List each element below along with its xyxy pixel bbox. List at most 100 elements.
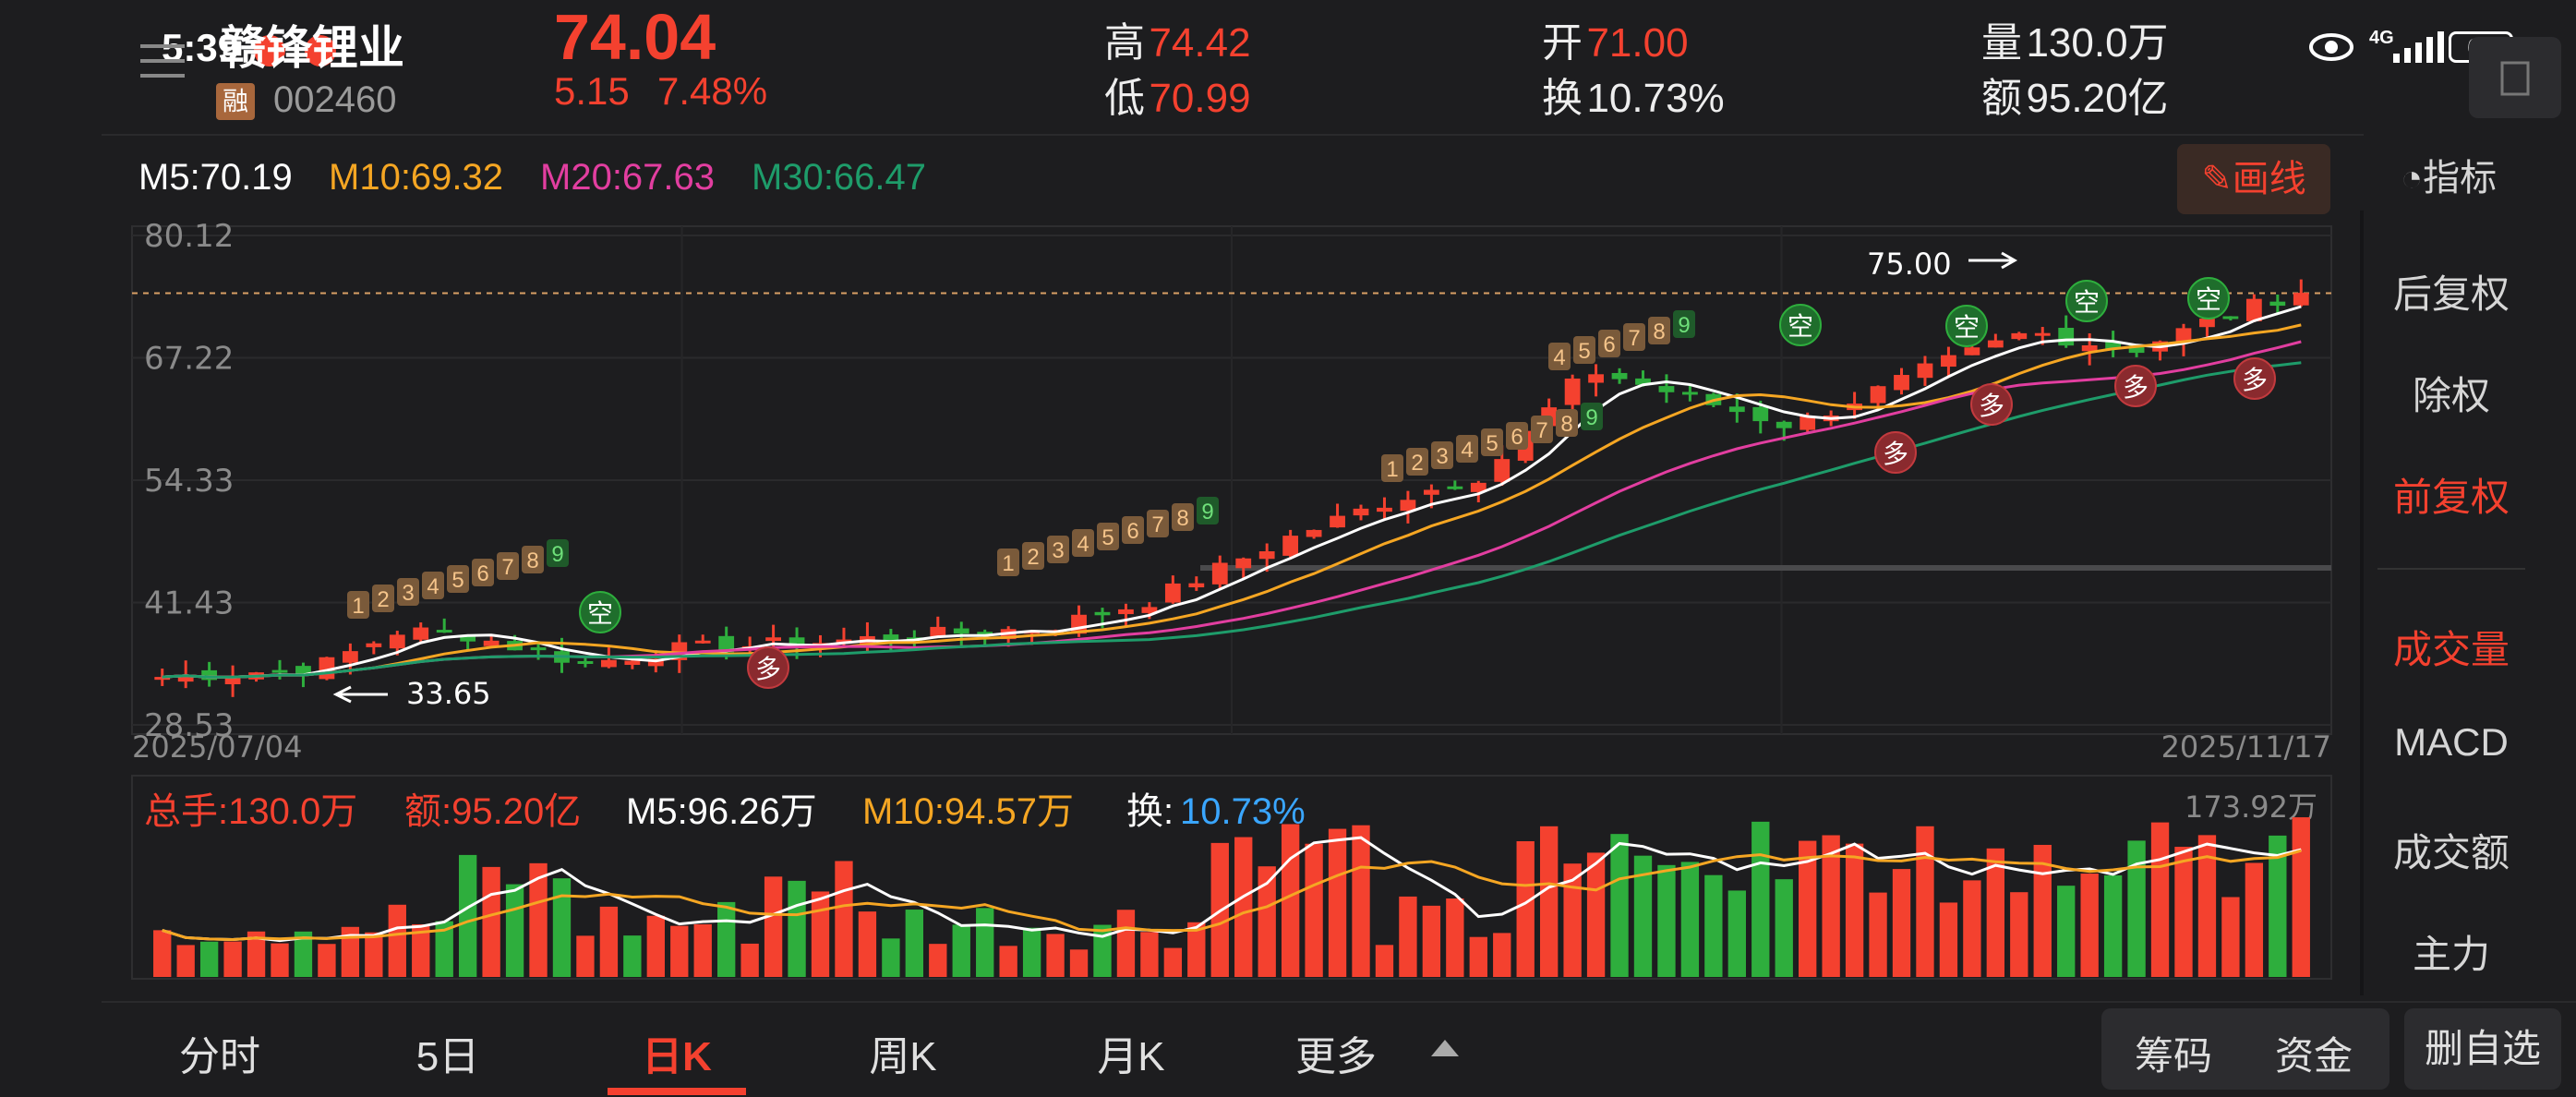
- sidebar-item-4[interactable]: MACD: [2394, 720, 2509, 764]
- turnover-stat: 换 10.73%: [1542, 65, 1725, 124]
- count-badge: [422, 572, 444, 599]
- volume-bar: [952, 924, 970, 977]
- tab-1[interactable]: 5日: [415, 1034, 480, 1079]
- count-badge: [497, 552, 519, 580]
- candle: [1258, 551, 1275, 560]
- stock-name: 赣锋锂业: [220, 22, 404, 74]
- count-label: 3: [402, 581, 414, 606]
- candle: [647, 658, 664, 667]
- volume-bar: [482, 866, 500, 977]
- candle: [1188, 583, 1205, 588]
- volume-bar: [2127, 840, 2146, 977]
- price-change-pct: 7.48%: [657, 69, 768, 113]
- candle: [1330, 515, 1345, 528]
- signal-bubble-short: [2065, 280, 2108, 322]
- candle: [201, 669, 218, 681]
- draw-line-button[interactable]: ✎画线: [2177, 144, 2330, 214]
- candle: [1776, 421, 1792, 428]
- tab-2[interactable]: 日K: [642, 1034, 712, 1079]
- signal-icon: [2391, 31, 2447, 69]
- tab-4[interactable]: 月K: [1097, 1034, 1165, 1079]
- candle: [2128, 344, 2145, 354]
- indicator-button[interactable]: ◔指标: [2401, 148, 2497, 201]
- count-badge: [1172, 503, 1194, 531]
- candle: [1094, 611, 1111, 616]
- volume-bar: [740, 943, 759, 977]
- count-badge: [347, 591, 369, 619]
- count-badge: [1673, 310, 1695, 338]
- open-value: 71.00: [1586, 20, 1689, 66]
- signal-label-short: 空: [587, 599, 613, 628]
- y-tick-label: 41.43: [144, 585, 234, 621]
- menu-icon[interactable]: [140, 37, 187, 88]
- fullscreen-button[interactable]: [2469, 37, 2561, 118]
- count-badge: [447, 565, 469, 593]
- count-badge: [1197, 497, 1219, 524]
- tab-0[interactable]: 分时: [179, 1034, 260, 1079]
- sidebar-item-2[interactable]: 前复权: [2392, 476, 2510, 519]
- sidebar-divider: [2377, 568, 2525, 570]
- candle: [2034, 332, 2051, 336]
- candle: [1964, 347, 1980, 356]
- volume-bar: [599, 906, 619, 977]
- count-label: 8: [1560, 412, 1572, 437]
- candle: [1141, 607, 1158, 613]
- candle: [2199, 319, 2215, 328]
- ma-line-m5: [162, 305, 2302, 679]
- candle: [224, 676, 241, 685]
- sidebar-item-3[interactable]: 成交量: [2392, 628, 2510, 671]
- chips-button[interactable]: 筹码 资金: [2101, 1008, 2389, 1090]
- candle: [295, 666, 311, 676]
- volume-bar: [341, 926, 360, 977]
- tab-5[interactable]: 更多: [1295, 1034, 1377, 1079]
- candle: [2293, 293, 2309, 306]
- volume-bar: [717, 901, 736, 977]
- amount-stat: 额 95.20亿: [1981, 65, 2169, 124]
- count-label: 3: [1436, 444, 1448, 469]
- candle: [1611, 372, 1628, 380]
- amount-value: 95.20亿: [2026, 76, 2169, 121]
- candle: [1470, 482, 1487, 492]
- volume-bar: [458, 854, 477, 977]
- volume-bar: [2221, 897, 2240, 977]
- count-badge: [1122, 516, 1144, 544]
- funds-label[interactable]: 资金: [2275, 1034, 2353, 1078]
- candle: [953, 628, 969, 634]
- signal-bubble-short: [2187, 277, 2230, 319]
- tab-active-underline: [608, 1088, 746, 1095]
- stock-code: 002460: [273, 79, 397, 120]
- chips-label: 筹码: [2135, 1034, 2213, 1078]
- candle: [1894, 375, 1909, 391]
- volume-bar: [1116, 910, 1136, 977]
- volume-bar: [1727, 890, 1746, 977]
- volume-bar: [318, 944, 336, 977]
- count-badge: [997, 548, 1019, 576]
- count-badge: [1047, 536, 1069, 563]
- volume-total-label: 总手:130.0万: [144, 791, 357, 832]
- remove-watchlist-button[interactable]: 删自选: [2404, 1008, 2561, 1090]
- volume-bar: [788, 880, 806, 977]
- sidebar-item-5[interactable]: 成交额: [2392, 831, 2510, 874]
- volume-bar: [1586, 852, 1606, 977]
- candle: [1564, 378, 1581, 405]
- count-label: 2: [1411, 451, 1423, 476]
- candle: [836, 639, 852, 643]
- count-label: 9: [1201, 500, 1213, 524]
- sidebar-item-6[interactable]: 主力: [2412, 933, 2490, 976]
- signal-label-long: 多: [1979, 392, 2004, 420]
- header-divider: [102, 134, 2364, 136]
- volume-bar: [1140, 932, 1159, 977]
- volume-bar: [1163, 947, 1183, 977]
- count-label: 6: [1511, 425, 1523, 450]
- volume-bar: [1328, 828, 1347, 977]
- candle: [1400, 500, 1416, 512]
- sidebar-item-0[interactable]: 后复权: [2392, 272, 2510, 316]
- tab-3[interactable]: 周K: [869, 1034, 937, 1079]
- sidebar-item-1[interactable]: 除权: [2412, 374, 2490, 417]
- more-arrow-icon[interactable]: [1429, 1038, 1461, 1063]
- open-label: 开: [1542, 20, 1583, 66]
- count-label: 1: [1002, 551, 1014, 576]
- candle: [1306, 529, 1322, 537]
- candle: [788, 637, 805, 648]
